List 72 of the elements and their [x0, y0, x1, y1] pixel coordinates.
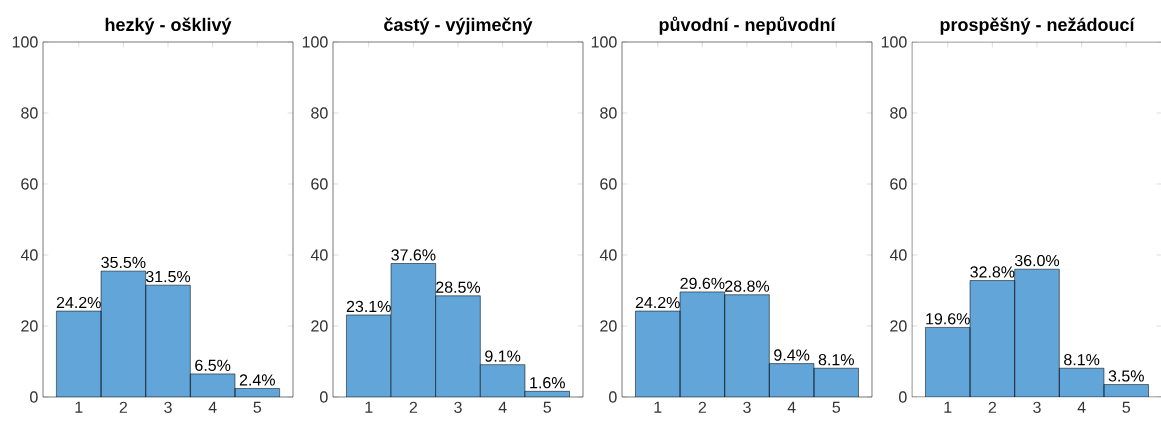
y-tick-label: 20 — [311, 320, 328, 332]
data-label: 35.5% — [101, 256, 146, 269]
data-label: 29.6% — [680, 277, 725, 289]
x-tick-label: 2 — [119, 401, 128, 413]
x-tick-label: 5 — [253, 401, 262, 413]
x-tick-label: 1 — [654, 401, 662, 413]
chart-title: prospěšný - nežádoucí — [940, 17, 1135, 35]
y-tick-label: 0 — [609, 391, 617, 403]
y-tick-label: 100 — [12, 36, 38, 48]
x-tick-label: 4 — [787, 401, 796, 413]
y-tick-label: 80 — [311, 107, 328, 119]
y-tick-label: 40 — [599, 249, 617, 261]
x-tick-label: 3 — [743, 401, 751, 414]
bar — [813, 367, 859, 397]
y-tick-label: 100 — [591, 36, 617, 48]
y-tick-label: 100 — [881, 36, 907, 48]
x-tick-label: 4 — [1077, 401, 1086, 413]
data-label: 6.5% — [195, 359, 231, 371]
y-tick-label: 60 — [600, 178, 617, 190]
x-tick-label: 3 — [164, 401, 172, 414]
chart-title: hezký - ošklivý — [105, 17, 232, 35]
x-tick-label: 1 — [75, 401, 83, 413]
y-tick-label: 0 — [899, 391, 907, 403]
y-tick-label: 60 — [311, 178, 328, 190]
data-label: 8.1% — [818, 353, 854, 366]
x-tick-label: 2 — [698, 401, 706, 413]
y-tick-label: 60 — [21, 178, 38, 190]
data-label: 32.8% — [970, 266, 1015, 278]
chart-title: původní - nepůvodní — [659, 16, 836, 35]
x-tick-label: 5 — [832, 401, 841, 413]
y-tick-label: 40 — [889, 249, 907, 261]
data-label: 9.1% — [485, 350, 521, 362]
x-tick-label: 4 — [208, 401, 217, 413]
data-label: 8.1% — [1064, 353, 1100, 366]
data-label: 9.4% — [774, 349, 810, 361]
y-tick-label: 0 — [320, 391, 328, 403]
y-tick-label: 100 — [302, 36, 328, 48]
data-label: 37.6% — [391, 249, 436, 261]
data-label: 19.6% — [926, 313, 970, 325]
x-tick-label: 1 — [944, 401, 952, 413]
x-tick-label: 5 — [543, 401, 552, 413]
x-tick-label: 2 — [409, 401, 418, 413]
data-label: 2.4% — [239, 374, 275, 386]
y-tick-label: 20 — [21, 320, 38, 332]
bar — [635, 311, 681, 397]
data-label: 3.5% — [1108, 370, 1144, 382]
x-tick-label: 5 — [1122, 401, 1131, 413]
y-tick-label: 80 — [890, 107, 907, 119]
chart-title: častý - výjimečný — [384, 17, 533, 35]
y-tick-label: 20 — [600, 320, 617, 332]
data-label: 28.5% — [436, 281, 481, 293]
bar — [56, 311, 102, 397]
y-tick-label: 20 — [890, 320, 907, 332]
data-label: 24.2% — [635, 296, 680, 309]
data-label: 36.0% — [1014, 254, 1060, 267]
y-tick-label: 40 — [310, 249, 328, 261]
x-tick-label: 4 — [498, 401, 507, 413]
data-label: 24.2% — [56, 296, 101, 309]
data-label: 28.8% — [725, 280, 770, 292]
data-label: 31.5% — [145, 270, 191, 283]
data-label: 23.1% — [346, 300, 391, 313]
x-tick-label: 1 — [365, 401, 373, 413]
data-label: 1.6% — [530, 377, 565, 389]
y-tick-label: 80 — [600, 107, 617, 119]
y-tick-label: 0 — [30, 391, 38, 403]
x-tick-label: 2 — [988, 401, 996, 413]
bar — [925, 327, 971, 397]
y-tick-label: 80 — [21, 107, 38, 119]
y-tick-label: 60 — [890, 178, 907, 190]
y-tick-label: 40 — [20, 249, 38, 261]
x-tick-label: 3 — [1033, 401, 1041, 414]
x-tick-label: 3 — [454, 401, 462, 414]
